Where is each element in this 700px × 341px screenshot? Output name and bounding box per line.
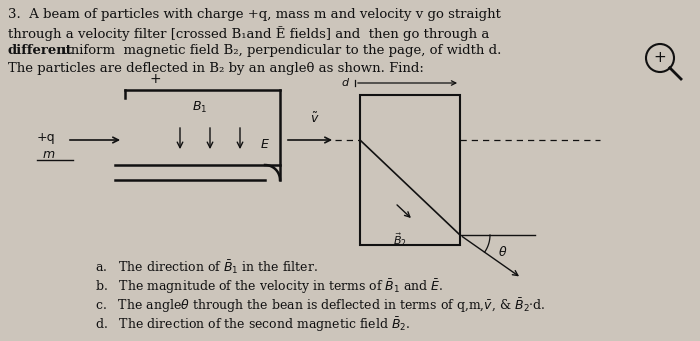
Text: $d$: $d$ xyxy=(341,76,350,88)
Text: +: + xyxy=(654,50,666,65)
Text: c.   The angle$\theta$ through the bean is deflected in terms of q,m,$\bar{v}$, : c. The angle$\theta$ through the bean is… xyxy=(95,296,546,314)
Text: $\theta$: $\theta$ xyxy=(498,245,508,259)
Text: +: + xyxy=(149,72,161,86)
Bar xyxy=(360,95,460,245)
Text: 3.  A beam of particles with charge +q, mass m and velocity v go straight: 3. A beam of particles with charge +q, m… xyxy=(8,8,501,21)
Text: different: different xyxy=(8,44,73,57)
Text: b.   The magnitude of the velocity in terms of $\bar{B}_1$ and $\bar{E}$.: b. The magnitude of the velocity in term… xyxy=(95,277,444,296)
Text: uniform  magnetic field B₂, perpendicular to the page, of width d.: uniform magnetic field B₂, perpendicular… xyxy=(58,44,501,57)
Text: through a velocity filter [crossed B₁and Ē fields] and  then go through a: through a velocity filter [crossed B₁and… xyxy=(8,26,489,41)
Text: a.   The direction of $\bar{B}_1$ in the filter.: a. The direction of $\bar{B}_1$ in the f… xyxy=(95,258,318,276)
Text: The particles are deflected in B₂ by an angleθ as shown. Find:: The particles are deflected in B₂ by an … xyxy=(8,62,424,75)
Text: $E$: $E$ xyxy=(260,138,270,151)
Text: m: m xyxy=(43,148,55,161)
Text: $\tilde{v}$: $\tilde{v}$ xyxy=(310,112,320,126)
Text: $\vec{B}_2$: $\vec{B}_2$ xyxy=(393,231,407,249)
Text: +q: +q xyxy=(36,132,55,145)
Text: d.   The direction of the second magnetic field $\bar{B}_2$.: d. The direction of the second magnetic … xyxy=(95,315,411,333)
Text: $B_1$: $B_1$ xyxy=(193,100,208,115)
